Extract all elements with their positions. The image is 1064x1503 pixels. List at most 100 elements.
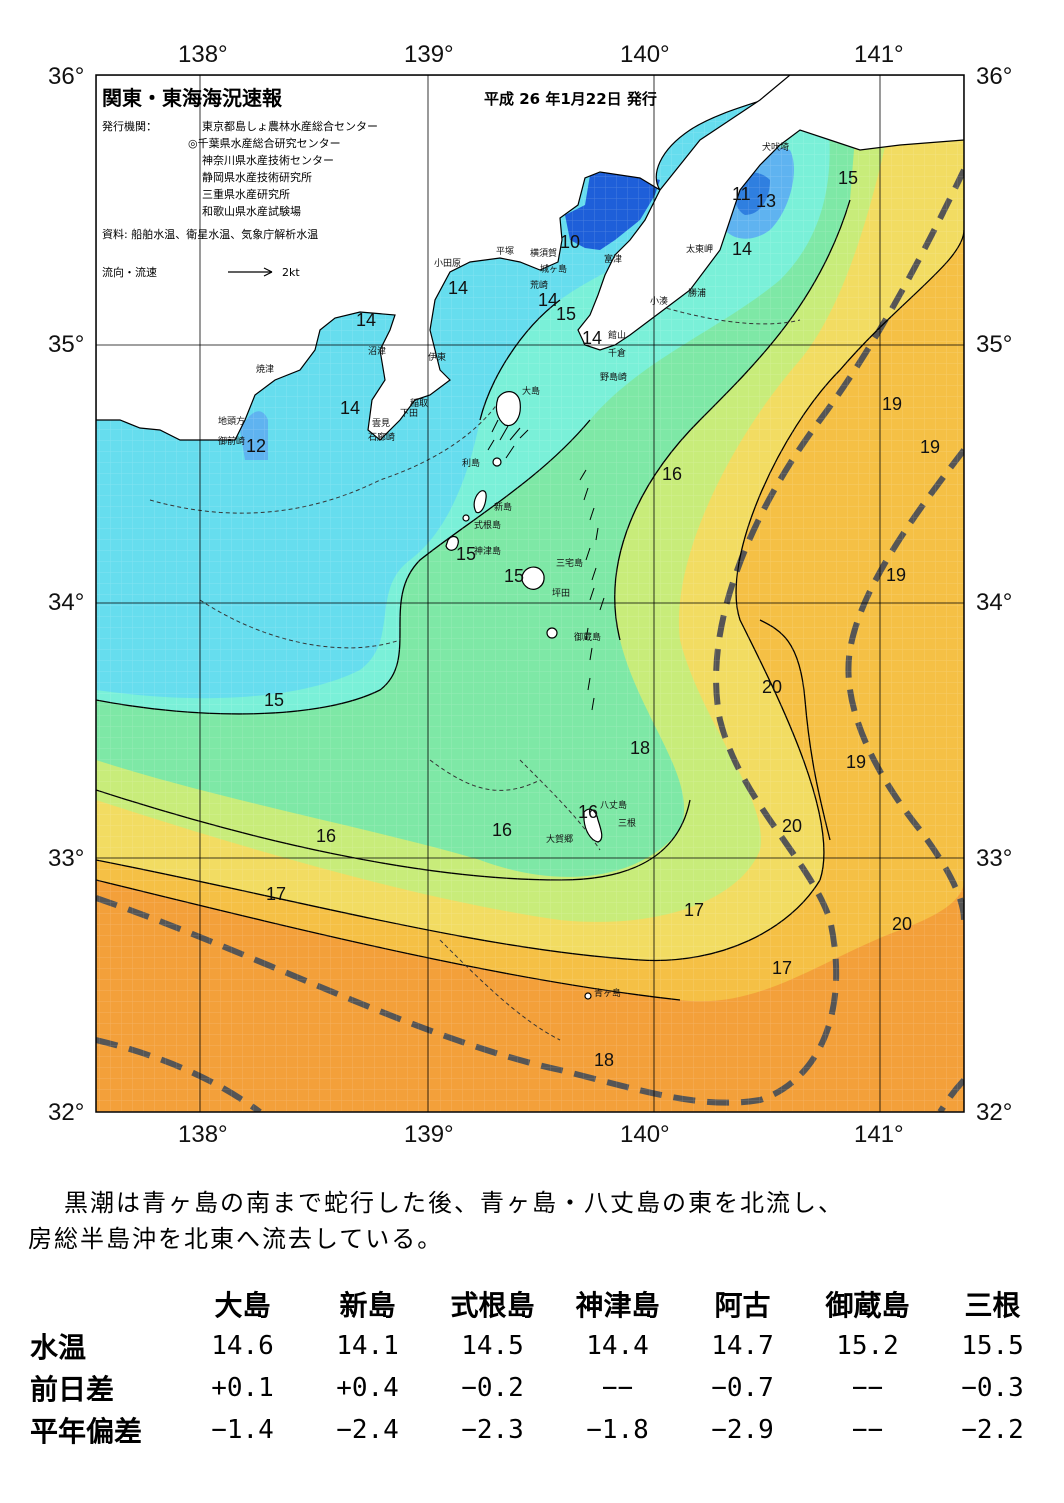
place-hachijojima: 八丈島 bbox=[600, 799, 627, 811]
iso-label-19-b: 19 bbox=[920, 437, 940, 457]
iso-label-18-a: 18 bbox=[630, 738, 650, 758]
place-tateyama: 館山 bbox=[608, 329, 626, 341]
row-label-day-change: 前日差 bbox=[30, 1373, 115, 1406]
place-tsubota: 坪田 bbox=[552, 588, 570, 599]
graticule bbox=[96, 75, 964, 1112]
table-cell: 14.7 bbox=[711, 1331, 774, 1361]
lon-tick-139-bottom: 139° bbox=[404, 1121, 454, 1148]
place-inubozaki: 犬吠埼 bbox=[762, 141, 789, 153]
map-svg: 138° 139° 140° 141° 138° 139° 140° 141° … bbox=[48, 41, 1012, 1148]
isotherm-labels: 15 11 13 14 10 14 14 15 14 14 14 12 19 1… bbox=[246, 168, 940, 1070]
lon-tick-139-top: 139° bbox=[404, 41, 454, 68]
iso-label-15-kozu: 15 bbox=[456, 544, 476, 564]
place-mikurajima: 御蔵島 bbox=[574, 631, 601, 643]
map-title: 関東・東海海況速報 bbox=[102, 86, 283, 110]
place-jitogata: 地頭方 bbox=[218, 415, 245, 427]
lon-tick-140-top: 140° bbox=[620, 41, 670, 68]
table-cell: −2.2 bbox=[961, 1415, 1024, 1445]
col-mitsune: 三根 bbox=[964, 1289, 1021, 1322]
place-arasaki: 荒崎 bbox=[530, 279, 548, 291]
col-oshima: 大島 bbox=[214, 1289, 271, 1322]
iso-label-11: 11 bbox=[732, 184, 751, 204]
place-kominato: 小湊 bbox=[650, 295, 668, 307]
place-nojimazaki: 野島崎 bbox=[600, 371, 627, 383]
issuer-shizuoka: 静岡県水産技術研究所 bbox=[202, 170, 312, 184]
current-legend-label: 流向・流速 bbox=[102, 265, 157, 279]
place-hiratsuka: 平塚 bbox=[496, 246, 514, 257]
lon-tick-140-bottom: 140° bbox=[620, 1121, 670, 1148]
iso-label-14-chiba: 14 bbox=[732, 239, 752, 259]
lat-tick-36-left: 36° bbox=[48, 63, 84, 90]
current-legend-speed: 2kt bbox=[282, 266, 300, 279]
table-cell: 14.6 bbox=[211, 1331, 274, 1361]
iso-label-16-a: 16 bbox=[662, 464, 682, 484]
table-cell: 14.5 bbox=[461, 1331, 524, 1361]
place-irozaki: 石廊崎 bbox=[368, 431, 395, 443]
iso-label-19-a: 19 bbox=[882, 394, 902, 414]
place-yaizu: 焼津 bbox=[256, 364, 274, 375]
table-cell: −2.4 bbox=[336, 1415, 399, 1445]
iso-label-14-numazu: 14 bbox=[356, 310, 376, 330]
table-cell: −− bbox=[851, 1373, 884, 1403]
iso-label-20-a: 20 bbox=[762, 677, 782, 697]
iso-label-14-tateyama: 14 bbox=[582, 328, 602, 348]
col-ako: 阿古 bbox=[714, 1289, 771, 1322]
latitude-labels-right: 36° 35° 34° 33° 32° bbox=[976, 63, 1012, 1126]
longitude-labels-bottom: 138° 139° 140° 141° bbox=[178, 1121, 904, 1148]
table-cell: −1.4 bbox=[211, 1415, 274, 1445]
place-kozushima: 神津島 bbox=[474, 545, 501, 557]
place-toshima: 利島 bbox=[462, 457, 480, 469]
issuer-tokyo: 東京都島しょ農林水産総合センター bbox=[202, 119, 378, 133]
map-frame bbox=[95, 74, 965, 1113]
lat-tick-34-left: 34° bbox=[48, 589, 84, 616]
col-kozushima: 神津島 bbox=[575, 1289, 660, 1322]
iso-label-16-hachijo: 16 bbox=[578, 802, 598, 822]
place-odawara: 小田原 bbox=[434, 258, 461, 269]
place-ito: 伊東 bbox=[428, 351, 446, 363]
place-kumomi: 雲見 bbox=[372, 418, 390, 429]
place-aogashima: 青ヶ島 bbox=[594, 987, 621, 999]
row-label-normal-deviation: 平年偏差 bbox=[30, 1415, 143, 1448]
table-corner bbox=[30, 1283, 180, 1325]
place-futtsu: 富津 bbox=[604, 253, 622, 265]
col-shikinejima: 式根島 bbox=[450, 1289, 535, 1322]
iso-label-19-c: 19 bbox=[886, 565, 906, 585]
place-niijima: 新島 bbox=[494, 501, 512, 513]
issuer-kanagawa: 神奈川県水産技術センター bbox=[202, 153, 334, 167]
place-taitomisaki: 太東岬 bbox=[686, 243, 713, 255]
place-jogashima: 城ヶ島 bbox=[540, 263, 567, 275]
iso-label-15-west: 15 bbox=[264, 690, 284, 710]
lat-tick-33-left: 33° bbox=[48, 845, 84, 872]
table-cell: 14.1 bbox=[336, 1331, 399, 1361]
iso-label-19-d: 19 bbox=[846, 752, 866, 772]
longitude-labels-top: 138° 139° 140° 141° bbox=[178, 41, 904, 68]
iso-label-17-c: 17 bbox=[772, 958, 792, 978]
issuer-chiba: ◎千葉県水産総合研究センター bbox=[188, 136, 341, 150]
row-label-water-temp: 水温 bbox=[30, 1331, 87, 1364]
lon-tick-141-top: 141° bbox=[854, 41, 904, 68]
place-katsuura: 勝浦 bbox=[688, 287, 706, 299]
lat-tick-32-left: 32° bbox=[48, 1099, 84, 1126]
iso-label-14-suruga: 14 bbox=[340, 398, 360, 418]
table-cell: −2.3 bbox=[461, 1415, 524, 1445]
place-numazu: 沼津 bbox=[368, 346, 386, 357]
table-cell: 15.2 bbox=[836, 1331, 899, 1361]
lat-tick-33-right: 33° bbox=[976, 845, 1012, 872]
iso-label-18-b: 18 bbox=[594, 1050, 614, 1070]
place-inatori: 稲取 bbox=[410, 397, 428, 409]
data-sources: 資料: 船舶水温、衛星水温、気象庁解析水温 bbox=[102, 227, 318, 241]
table-row: 水温 14.6 14.1 14.5 14.4 14.7 15.2 15.5 bbox=[30, 1325, 1055, 1367]
place-mitsune: 三根 bbox=[618, 817, 636, 829]
lon-tick-138-bottom: 138° bbox=[178, 1121, 228, 1148]
iso-label-16-b: 16 bbox=[316, 826, 336, 846]
col-mikurajima: 御蔵島 bbox=[825, 1289, 910, 1322]
iso-label-15-miyake: 15 bbox=[504, 566, 524, 586]
table-cell: −− bbox=[601, 1373, 634, 1403]
lon-tick-141-bottom: 141° bbox=[854, 1121, 904, 1148]
iso-label-15: 15 bbox=[838, 168, 858, 188]
table-row: 平年偏差 −1.4 −2.4 −2.3 −1.8 −2.9 −− −2.2 bbox=[30, 1409, 1055, 1451]
sea-temperature-map: 138° 139° 140° 141° 138° 139° 140° 141° … bbox=[48, 41, 1012, 1148]
table-header-row: 大島 新島 式根島 神津島 阿古 御蔵島 三根 bbox=[30, 1283, 1055, 1325]
table-cell: +0.1 bbox=[211, 1373, 274, 1403]
place-yokosuka: 横須賀 bbox=[530, 247, 557, 259]
